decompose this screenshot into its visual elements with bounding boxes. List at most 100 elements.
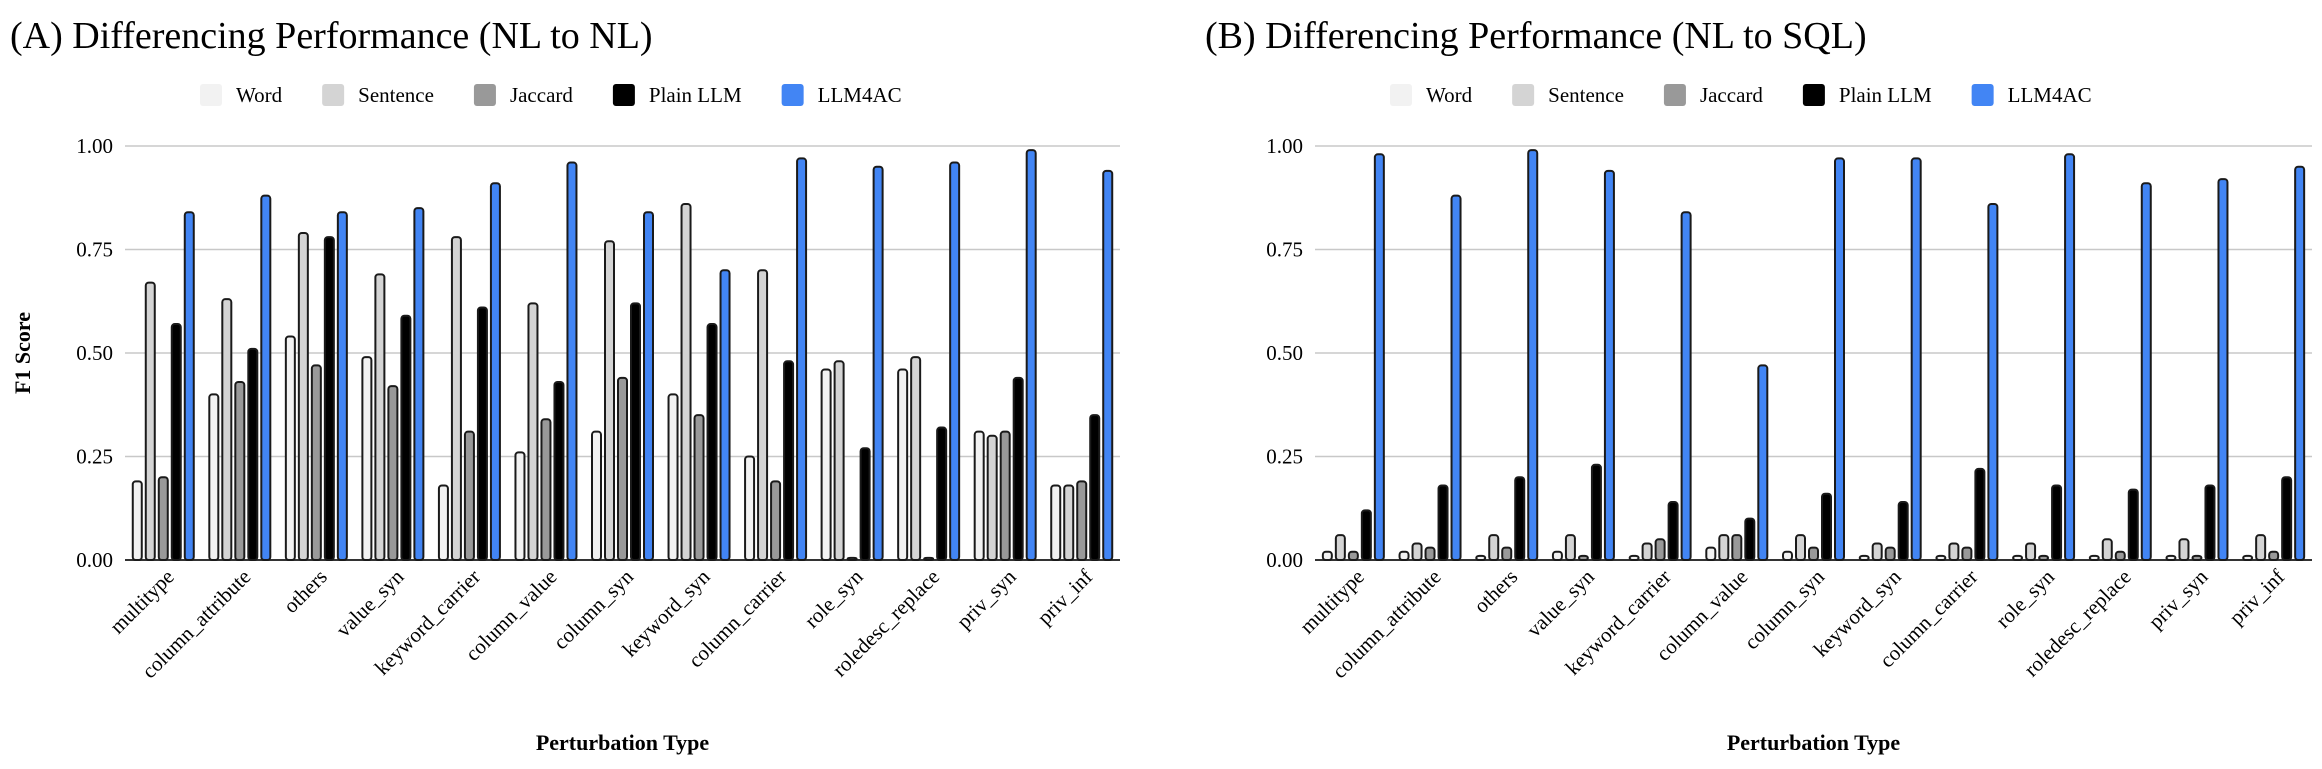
y-tick-label: 0.50 — [1266, 341, 1303, 365]
legend-label: Plain LLM — [1839, 83, 1932, 107]
bar-sentence — [297, 231, 309, 561]
x-tick-label: value_syn — [1522, 564, 1600, 642]
bar-word — [284, 335, 296, 561]
legend-label: Jaccard — [1700, 83, 1763, 107]
legend-swatch — [781, 84, 804, 106]
bar-word — [973, 430, 985, 561]
bar-plain-llm — [553, 380, 565, 562]
legend-swatch — [1390, 84, 1412, 106]
bar-jaccard — [463, 430, 475, 561]
bar-llm4ac — [183, 211, 195, 562]
x-tick-label: others — [279, 565, 332, 618]
bar-word — [591, 430, 602, 561]
bar-word — [2165, 554, 2177, 561]
bar-llm4ac — [413, 207, 425, 561]
bar-jaccard — [617, 376, 628, 561]
x-tick-label: role_syn — [1991, 564, 2059, 632]
bar-sentence — [144, 281, 156, 561]
y-tick-label: 0.75 — [1266, 238, 1303, 262]
x-tick-label: priv_inf — [2224, 565, 2289, 630]
y-tick-label: 1.00 — [1266, 134, 1303, 158]
legend-swatch — [612, 84, 635, 106]
bar-plain-llm — [170, 323, 182, 561]
bar-jaccard — [234, 380, 246, 562]
bar-word — [1321, 550, 1333, 561]
bar-llm4ac — [1910, 157, 1922, 561]
bar-jaccard — [1577, 554, 1589, 561]
x-tick-label: value_syn — [331, 564, 409, 642]
bar-sentence — [1795, 534, 1806, 561]
bar-jaccard — [157, 476, 169, 562]
bar-plain-llm — [1360, 509, 1372, 562]
bar-plain-llm — [1514, 476, 1526, 562]
bar-jaccard — [693, 414, 705, 561]
bar-plain-llm — [783, 360, 795, 561]
bar-sentence — [221, 298, 233, 561]
y-tick-label: 0.75 — [76, 238, 113, 262]
bar-llm4ac — [1834, 157, 1845, 561]
bar-jaccard — [1731, 534, 1743, 561]
bar-jaccard — [923, 556, 935, 561]
legend-item: Plain LLM — [612, 83, 742, 107]
bar-jaccard — [1654, 538, 1666, 561]
bar-llm4ac — [1603, 169, 1615, 561]
bar-sentence — [2025, 542, 2037, 562]
bar-plain-llm — [400, 314, 412, 561]
bar-llm4ac — [872, 165, 884, 561]
bar-word — [2088, 554, 2100, 561]
bar-plain-llm — [859, 447, 871, 561]
bar-sentence — [527, 302, 539, 561]
bar-plain-llm — [476, 306, 488, 561]
gridlines: 0.00 0.25 0.50 0.75 1.00 — [1266, 134, 2312, 572]
bar-llm4ac — [1757, 364, 1769, 562]
bar-llm4ac — [2217, 178, 2229, 561]
bar-llm4ac — [1987, 202, 1999, 562]
bar-jaccard — [2191, 554, 2203, 561]
bar-sentence — [1871, 542, 1883, 562]
x-axis-label: Perturbation Type — [536, 730, 710, 755]
bar-sentence — [604, 240, 615, 561]
bar-word — [1551, 550, 1563, 561]
bar-jaccard — [2268, 550, 2280, 561]
x-tick-label: multitype — [1295, 565, 1369, 639]
chart-title: (B) Differencing Performance (NL to SQL) — [1205, 15, 1867, 57]
bar-jaccard — [999, 430, 1011, 561]
bar-llm4ac — [2294, 165, 2306, 561]
bar-sentence — [680, 202, 692, 562]
legend-item: LLM4AC — [781, 83, 902, 107]
bar-plain-llm — [936, 426, 948, 561]
bar-plain-llm — [1821, 492, 1832, 562]
bar-word — [1705, 546, 1717, 562]
bar-llm4ac — [1680, 211, 1692, 562]
bar-llm4ac — [2140, 182, 2152, 561]
legend-swatch — [473, 84, 496, 106]
bar-plain-llm — [1897, 501, 1909, 562]
x-tick-label: others — [1469, 565, 1522, 618]
bar-llm4ac — [719, 269, 731, 561]
bar-jaccard — [1501, 546, 1513, 562]
bar-jaccard — [310, 364, 322, 562]
legend-item: Jaccard — [473, 83, 573, 107]
bars — [131, 149, 1114, 562]
y-axis-label: F1 Score — [10, 312, 35, 394]
bar-plain-llm — [247, 347, 259, 561]
bar-plain-llm — [630, 302, 641, 561]
x-tick-label: priv_syn — [2144, 564, 2213, 633]
legend-swatch — [1512, 84, 1535, 106]
bar-plain-llm — [1744, 517, 1756, 561]
legend-item: LLM4AC — [1971, 83, 2092, 107]
bar-sentence — [833, 360, 845, 561]
bar-sentence — [2101, 538, 2113, 561]
legend-swatch — [1971, 84, 1994, 106]
x-tick-label: multitype — [105, 565, 179, 639]
x-tick-label: role_syn — [800, 564, 868, 632]
bar-word — [820, 368, 832, 561]
bar-sentence — [2178, 538, 2190, 561]
bar-word — [361, 356, 373, 562]
bar-jaccard — [770, 480, 782, 561]
bar-plain-llm — [706, 323, 718, 561]
bar-sentence — [757, 269, 769, 561]
legend-swatch — [1663, 84, 1686, 106]
